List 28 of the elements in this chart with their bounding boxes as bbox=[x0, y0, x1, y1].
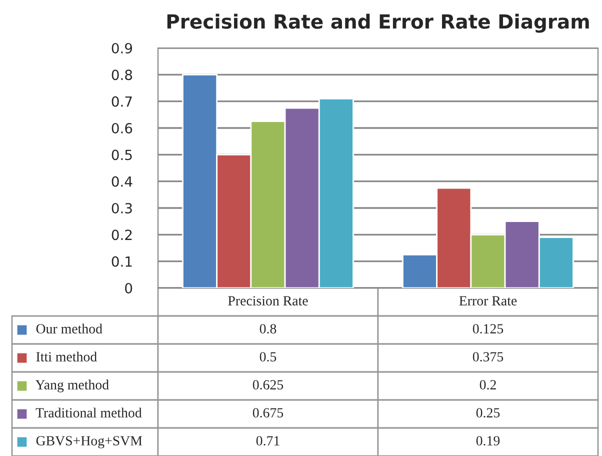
data-label: 0.2 bbox=[480, 380, 496, 390]
y-tick-label: 0.5 bbox=[112, 150, 132, 160]
legend-label: Traditional method bbox=[36, 408, 142, 418]
y-tick-label: 0 bbox=[125, 282, 132, 294]
chart-title: Precision Rate and Error Rate Diagram bbox=[167, 14, 589, 33]
y-tick-label: 0.9 bbox=[112, 42, 132, 54]
legend-label: Itti method bbox=[36, 352, 97, 362]
x-tick-label: Error Rate bbox=[459, 296, 517, 306]
data-label: 0.5 bbox=[260, 352, 276, 362]
data-label: 0.71 bbox=[256, 436, 280, 446]
x-tick-label: Precision Rate bbox=[228, 296, 308, 306]
legend-label: Yang method bbox=[35, 380, 109, 392]
data-label: 0.675 bbox=[252, 408, 284, 418]
data-label: 0.8 bbox=[260, 324, 276, 334]
legend-label: Our method bbox=[36, 324, 102, 334]
y-tick-label: 0.4 bbox=[112, 176, 132, 187]
y-tick-label: 0.1 bbox=[112, 256, 132, 267]
data-label: 0.625 bbox=[252, 380, 284, 390]
data-label: 0.19 bbox=[476, 436, 500, 446]
y-tick-label: 0.3 bbox=[112, 202, 132, 214]
y-tick-label: 0.6 bbox=[112, 122, 132, 134]
data-label: 0.25 bbox=[476, 408, 500, 418]
legend-label: GBVS+Hog+SVM bbox=[36, 436, 142, 448]
data-label: 0.375 bbox=[472, 352, 504, 362]
data-label: 0.125 bbox=[472, 324, 504, 334]
y-tick-label: 0.7 bbox=[112, 96, 132, 107]
y-tick-label: 0.2 bbox=[112, 230, 132, 240]
y-tick-label: 0.8 bbox=[112, 70, 132, 80]
